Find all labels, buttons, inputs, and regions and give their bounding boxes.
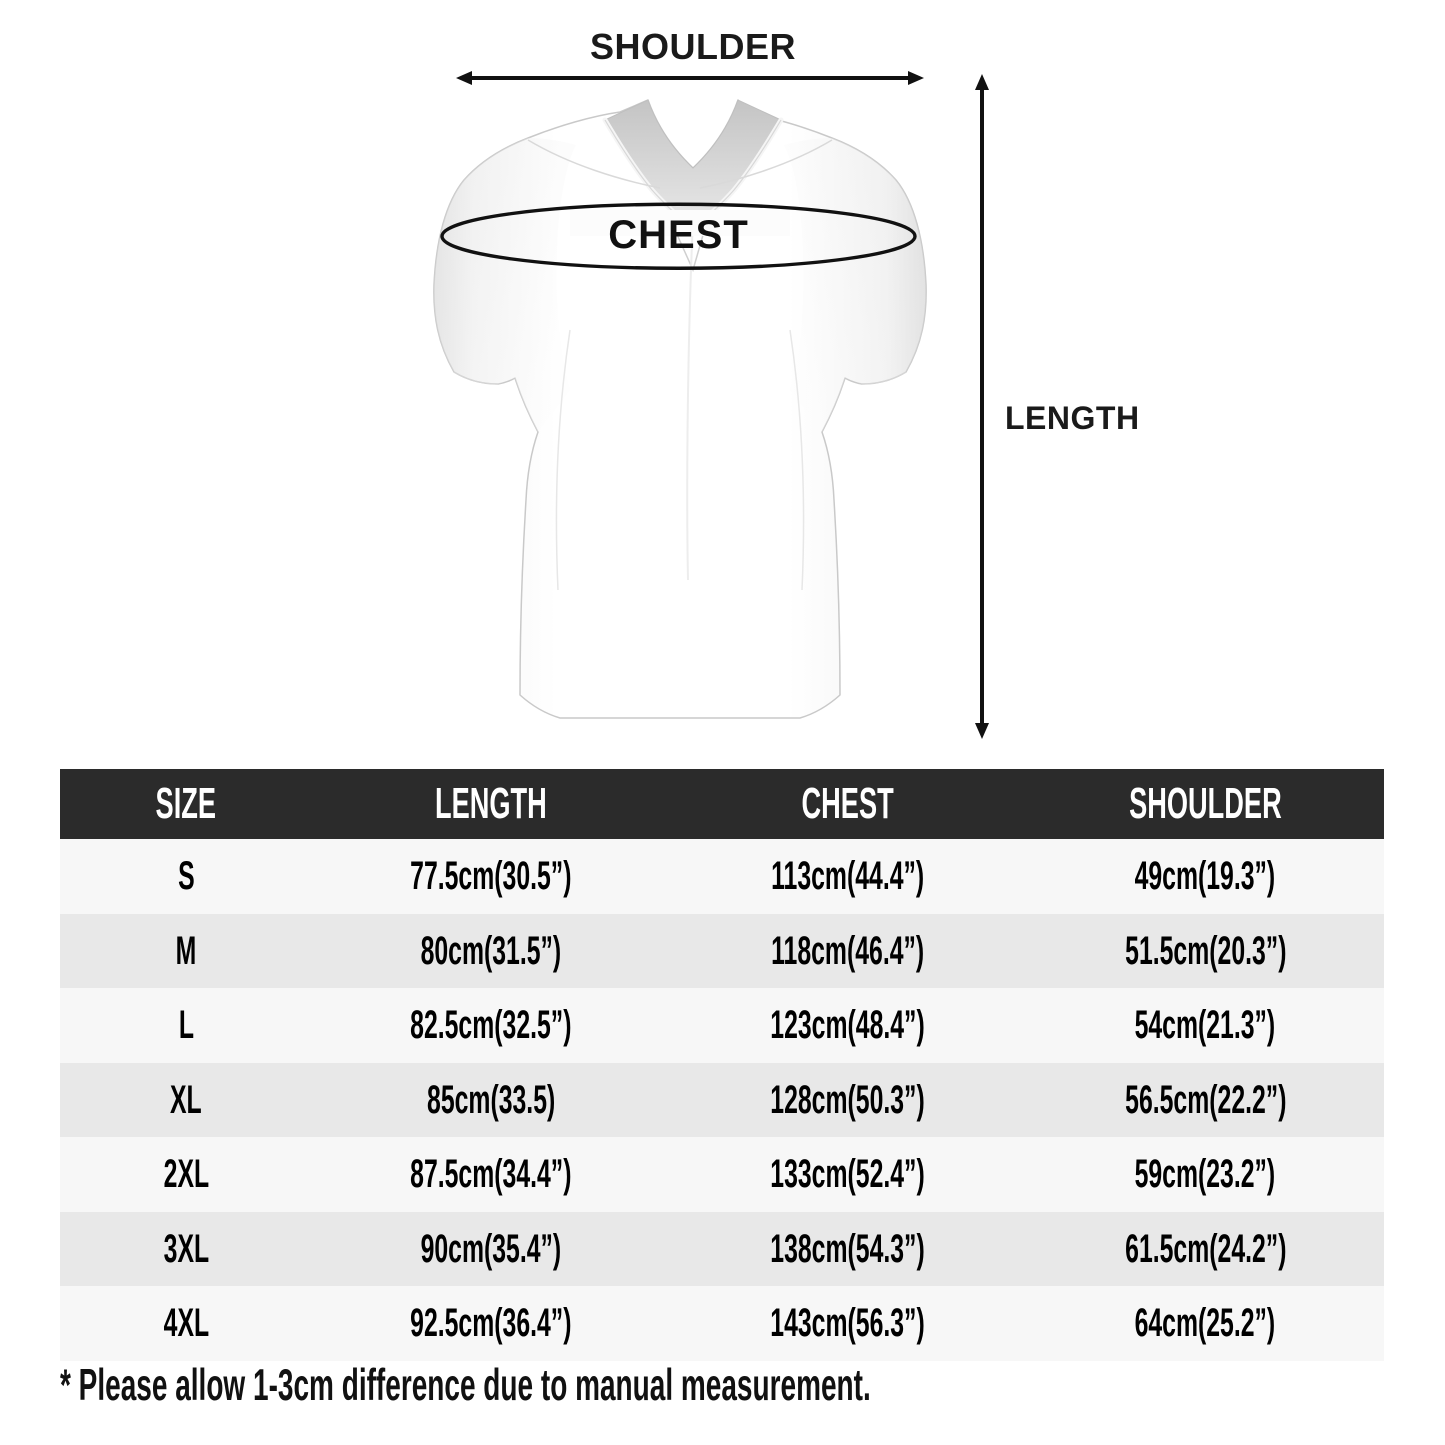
svg-text:CHEST: CHEST [608, 213, 749, 257]
